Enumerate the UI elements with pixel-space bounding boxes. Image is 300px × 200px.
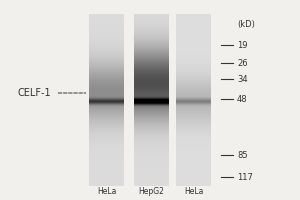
- Text: (kD): (kD): [237, 21, 255, 29]
- Text: HepG2: HepG2: [139, 188, 164, 196]
- Text: 26: 26: [237, 58, 247, 68]
- Text: 48: 48: [237, 95, 247, 104]
- Text: CELF-1: CELF-1: [18, 88, 51, 98]
- Text: 34: 34: [237, 74, 247, 84]
- Text: 85: 85: [237, 150, 247, 160]
- Text: 117: 117: [237, 172, 253, 182]
- Text: 19: 19: [237, 40, 247, 49]
- Text: HeLa: HeLa: [184, 188, 203, 196]
- Text: HeLa: HeLa: [97, 188, 116, 196]
